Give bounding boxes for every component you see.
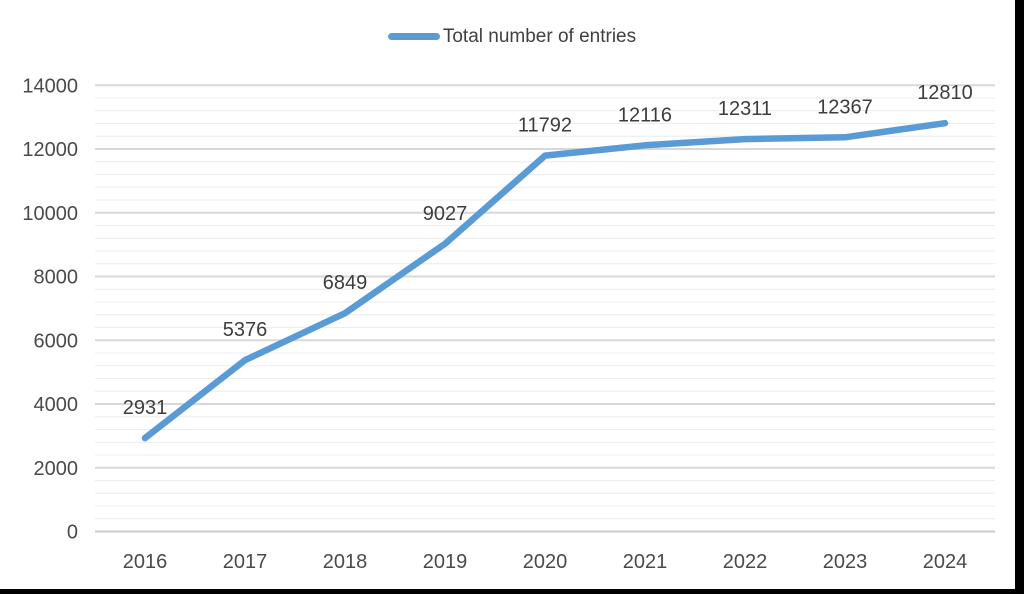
x-axis-tick-label: 2023 [823, 551, 868, 573]
y-axis-tick-label: 6000 [34, 330, 79, 352]
data-label: 12810 [917, 82, 973, 104]
x-axis-tick-label: 2021 [623, 551, 668, 573]
y-axis-tick-label: 14000 [22, 75, 78, 97]
y-axis-tick-label: 2000 [34, 458, 79, 480]
data-label: 2931 [123, 397, 168, 419]
x-axis-tick-label: 2018 [323, 551, 368, 573]
screenshot-border-right-icon [1015, 0, 1024, 594]
x-axis-tick-label: 2016 [123, 551, 168, 573]
data-label: 12367 [817, 96, 873, 118]
x-axis-tick-label: 2017 [223, 551, 268, 573]
y-axis-tick-label: 12000 [22, 139, 78, 161]
data-label: 12116 [618, 104, 672, 126]
x-axis-tick-label: 2019 [423, 551, 468, 573]
series-line [141, 119, 949, 442]
y-axis-tick-label: 0 [67, 522, 78, 544]
legend-line-swatch [387, 33, 440, 40]
y-axis-tick-label: 8000 [34, 267, 79, 289]
y-axis-tick-label: 4000 [34, 394, 79, 416]
chart-legend: Total number of entries [0, 27, 1024, 46]
data-label: 12311 [718, 98, 772, 120]
x-axis-tick-label: 2022 [723, 551, 768, 573]
x-axis-tick-label: 2024 [923, 551, 968, 573]
legend-label: Total number of entries [442, 26, 637, 47]
data-label: 6849 [323, 272, 368, 294]
y-axis-tick-label: 10000 [22, 203, 78, 225]
data-label: 11792 [518, 115, 572, 137]
screenshot-border-bottom-icon [0, 589, 1024, 594]
data-label: 5376 [223, 319, 268, 341]
data-label: 9027 [423, 203, 468, 225]
x-axis-tick-label: 2020 [523, 551, 568, 573]
